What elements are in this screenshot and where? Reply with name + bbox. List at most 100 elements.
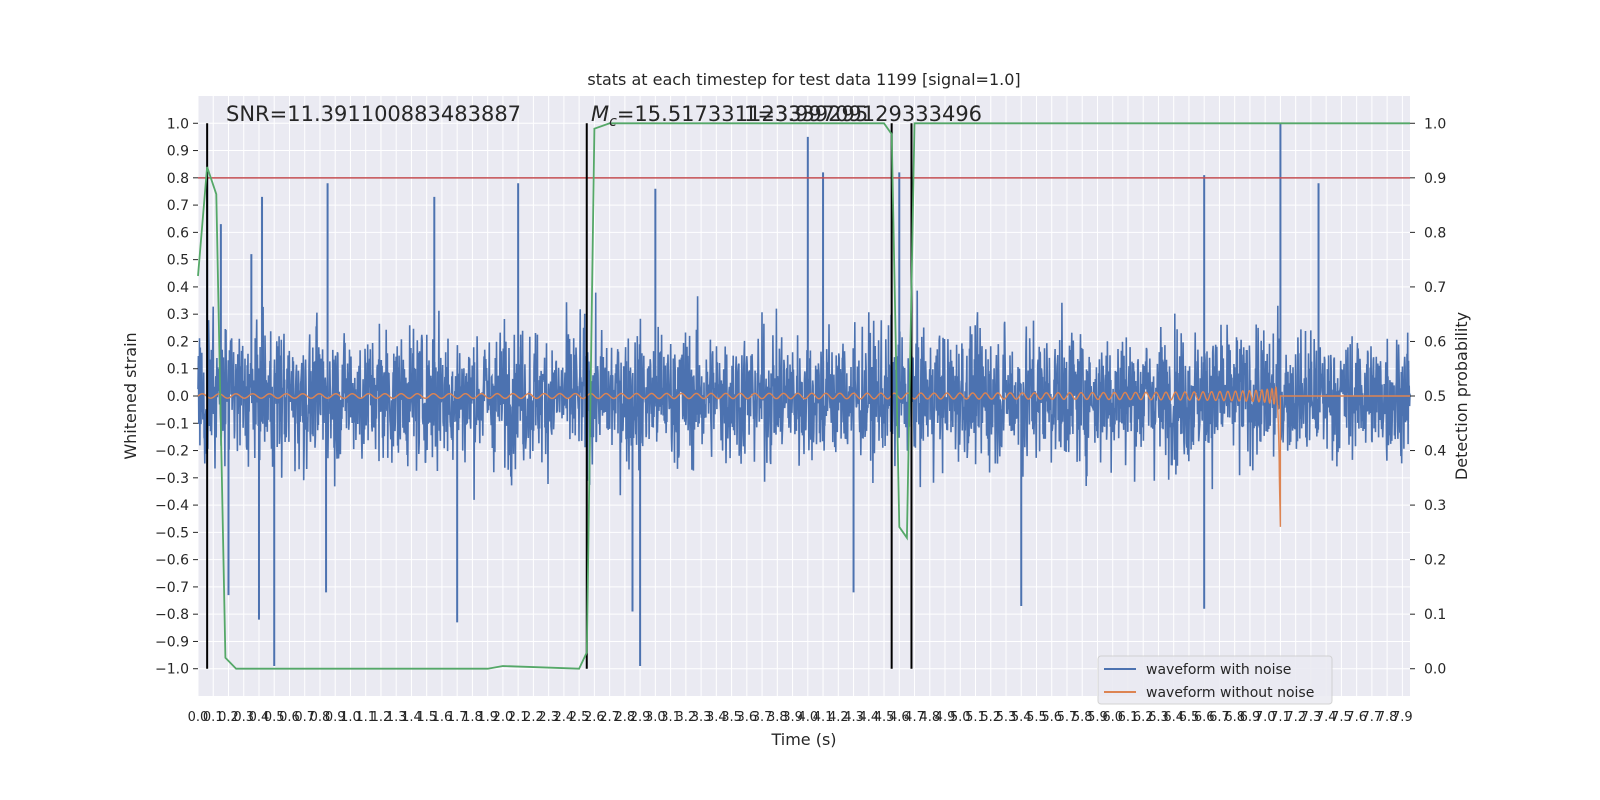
x-tick-label: 4.9 — [935, 710, 956, 725]
x-tick-label: 6.8 — [1224, 710, 1245, 725]
x-tick-label: 3.7 — [752, 710, 773, 725]
x-tick-label: 4.5 — [874, 710, 895, 725]
x-tick-label: 7.0 — [1255, 710, 1276, 725]
x-tick-label: 4.6 — [889, 710, 910, 725]
x-tick-label: 5.6 — [1041, 710, 1062, 725]
x-tick-label: 5.1 — [965, 710, 986, 725]
x-tick-label: 5.3 — [996, 710, 1017, 725]
y-tick-label: −0.9 — [155, 634, 189, 650]
x-axis-label: Time (s) — [770, 730, 836, 749]
x-tick-label: 0.7 — [294, 710, 315, 725]
x-tick-label: 6.3 — [1148, 710, 1169, 725]
series-layer — [197, 122, 1411, 670]
y2-tick-label: 0.9 — [1424, 171, 1446, 187]
x-tick-label: 3.0 — [645, 710, 666, 725]
x-tick-label: 5.7 — [1057, 710, 1078, 725]
y-tick-label: 1.0 — [167, 116, 189, 132]
chirp-mass-subscript: c — [609, 114, 617, 130]
x-tick-label: 0.3 — [233, 710, 254, 725]
x-tick-label: 5.5 — [1026, 710, 1047, 725]
y2-tick-label: 0.7 — [1424, 280, 1446, 296]
x-tick-label: 7.9 — [1392, 710, 1413, 725]
legend-label-clean: waveform without noise — [1146, 685, 1314, 701]
y-tick-label: 0.8 — [167, 171, 189, 187]
x-tick-label: 1.3 — [386, 710, 407, 725]
x-tick-label: 0.8 — [310, 710, 331, 725]
x-tick-label: 7.2 — [1285, 710, 1306, 725]
y-tick-label: 0.1 — [167, 362, 189, 378]
y-tick-label: 0.6 — [167, 225, 189, 241]
overlap-annotation: 1=3.99709129333496 — [744, 102, 982, 126]
x-tick-label: 4.1 — [813, 710, 834, 725]
y2-tick-label: 0.0 — [1424, 662, 1446, 678]
x-tick-label: 3.8 — [767, 710, 788, 725]
x-tick-label: 5.8 — [1072, 710, 1093, 725]
x-tick-label: 1.5 — [416, 710, 437, 725]
x-tick-label: 1.8 — [462, 710, 483, 725]
x-tick-label: 2.2 — [523, 710, 544, 725]
x-tick-label: 1.9 — [477, 710, 498, 725]
y2-tick-label: 0.5 — [1424, 389, 1446, 405]
x-tick-label: 7.8 — [1377, 710, 1398, 725]
x-tick-label: 5.2 — [980, 710, 1001, 725]
x-tick-label: 2.9 — [630, 710, 651, 725]
y-tick-label: 0.3 — [167, 307, 189, 323]
y2-tick-label: 0.4 — [1424, 444, 1446, 460]
x-tick-label: 0.1 — [203, 710, 224, 725]
x-tick-label: 6.5 — [1179, 710, 1200, 725]
x-tick-label: 2.3 — [538, 710, 559, 725]
x-tick-label: 6.9 — [1240, 710, 1261, 725]
x-tick-label: 2.4 — [554, 710, 575, 725]
legend-label-noise: waveform with noise — [1146, 662, 1291, 678]
x-tick-label: 4.3 — [843, 710, 864, 725]
y2-tick-label: 0.3 — [1424, 498, 1446, 514]
x-tick-label: 6.0 — [1102, 710, 1123, 725]
x-tick-label: 1.7 — [447, 710, 468, 725]
x-tick-label: 3.4 — [706, 710, 727, 725]
chirp-mass-annotation: Mc=15.517331123339295 — [591, 102, 868, 130]
x-tick-label: 7.6 — [1346, 710, 1367, 725]
y2-tick-label: 0.8 — [1424, 225, 1446, 241]
series-line-clean-waveform — [197, 385, 1410, 527]
x-tick-label: 0.5 — [264, 710, 285, 725]
series-line-detection-probability — [197, 122, 1410, 670]
x-tick-label: 5.0 — [950, 710, 971, 725]
x-tick-label: 4.0 — [797, 710, 818, 725]
x-tick-label: 2.7 — [599, 710, 620, 725]
y-tick-label: 0.7 — [167, 198, 189, 214]
x-tick-label: 4.4 — [858, 710, 879, 725]
x-tick-label: 2.6 — [584, 710, 605, 725]
y-axis-label: Whitened strain — [121, 332, 140, 459]
x-tick-label: 6.7 — [1209, 710, 1230, 725]
y-tick-label: 0.5 — [167, 253, 189, 269]
x-tick-label: 4.2 — [828, 710, 849, 725]
x-tick-label: 7.4 — [1316, 710, 1337, 725]
x-tick-label: 1.1 — [355, 710, 376, 725]
y2-tick-label: 1.0 — [1424, 116, 1446, 132]
x-tick-label: 6.6 — [1194, 710, 1215, 725]
x-tick-label: 4.8 — [919, 710, 940, 725]
y2-axis-label: Detection probability — [1452, 312, 1471, 480]
x-tick-label: 7.5 — [1331, 710, 1352, 725]
y-tick-label: −0.7 — [155, 580, 189, 596]
x-tick-label: 4.7 — [904, 710, 925, 725]
y-tick-label: −0.1 — [155, 416, 189, 432]
series-line-noisy-waveform — [197, 290, 1411, 500]
x-tick-label: 0.6 — [279, 710, 300, 725]
y-tick-label: 0.2 — [167, 334, 189, 350]
x-tick-label: 6.2 — [1133, 710, 1154, 725]
x-tick-label: 3.1 — [660, 710, 681, 725]
x-tick-label: 6.1 — [1118, 710, 1139, 725]
x-tick-label: 3.9 — [782, 710, 803, 725]
x-tick-label: 1.2 — [371, 710, 392, 725]
chirp-mass-symbol: M — [591, 102, 609, 126]
y-tick-label: −1.0 — [155, 662, 189, 678]
x-tick-label: 3.3 — [691, 710, 712, 725]
x-tick-label: 0.2 — [218, 710, 239, 725]
legend: waveform with noise waveform without noi… — [1097, 655, 1333, 705]
x-tick-label: 3.2 — [676, 710, 697, 725]
x-tick-label: 1.6 — [432, 710, 453, 725]
chart-title: stats at each timestep for test data 119… — [587, 70, 1020, 89]
y-tick-label: −0.8 — [155, 607, 189, 623]
x-tick-label: 1.4 — [401, 710, 422, 725]
